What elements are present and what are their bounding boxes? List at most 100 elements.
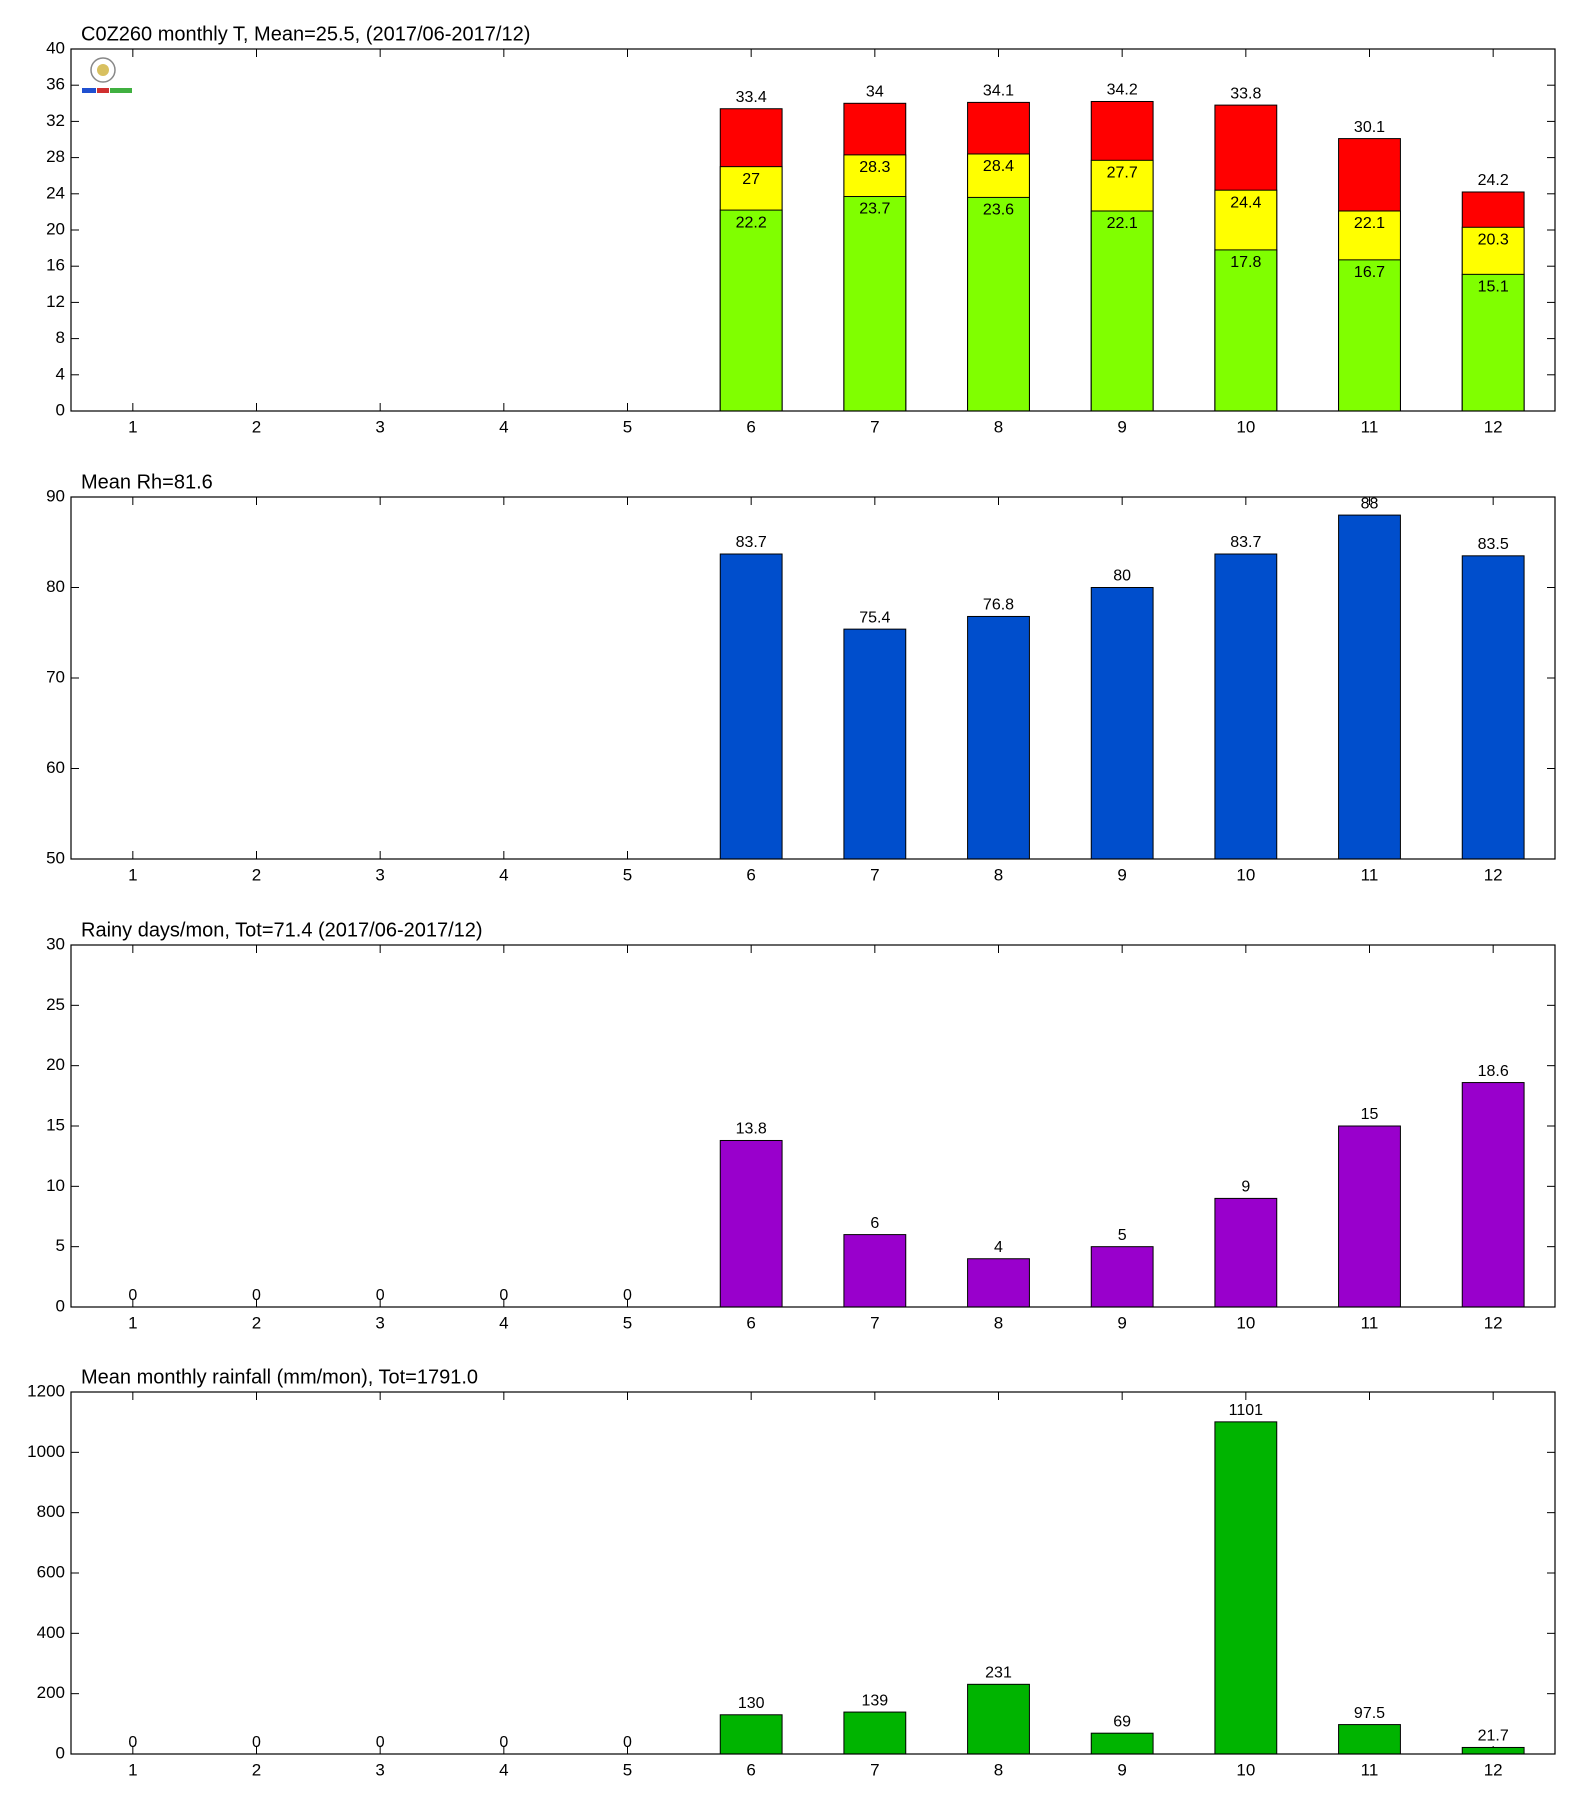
value-label: 231 [985, 1665, 1012, 1682]
x-tick-label: 12 [1484, 1313, 1503, 1332]
x-tick-label: 3 [375, 1313, 384, 1332]
value-label: 20.3 [1478, 232, 1509, 249]
value-label: 23.6 [983, 202, 1014, 219]
value-label: 139 [861, 1692, 888, 1709]
x-tick-label: 10 [1236, 417, 1255, 436]
y-tick-label: 0 [56, 1743, 65, 1762]
value-label: 83.5 [1478, 536, 1509, 553]
x-tick-label: 8 [994, 865, 1003, 884]
value-label: 9 [1241, 1179, 1250, 1196]
value-label: 27.7 [1107, 165, 1138, 182]
value-label: 88 [1361, 495, 1379, 512]
x-tick-label: 2 [252, 1313, 261, 1332]
x-tick-label: 1 [128, 417, 137, 436]
value-label: 17.8 [1230, 254, 1261, 271]
value-label: 28.4 [983, 158, 1014, 175]
y-tick-label: 90 [46, 486, 65, 505]
value-label: 0 [252, 1734, 261, 1751]
x-tick-label: 2 [252, 417, 261, 436]
bar [843, 1711, 907, 1755]
value-label: 33.8 [1230, 85, 1261, 102]
value-label: 0 [128, 1287, 137, 1304]
x-tick-label: 10 [1236, 1313, 1255, 1332]
bar [719, 553, 783, 860]
value-label: 69 [1113, 1713, 1131, 1730]
bar [843, 628, 907, 860]
value-label: 28.3 [859, 159, 890, 176]
y-tick-label: 20 [46, 219, 65, 238]
y-tick-label: 1200 [27, 1381, 65, 1400]
y-tick-label: 70 [46, 667, 65, 686]
bar [967, 1683, 1030, 1755]
value-label: 0 [499, 1734, 508, 1751]
x-tick-label: 3 [375, 417, 384, 436]
value-label: 130 [738, 1695, 765, 1712]
chart-title: Mean Rh=81.6 [81, 471, 213, 493]
plot-frame [70, 944, 1556, 1308]
value-label: 97.5 [1354, 1705, 1385, 1722]
y-tick-label: 16 [46, 256, 65, 275]
y-tick-label: 36 [46, 75, 65, 94]
bar [843, 1234, 907, 1308]
value-label: 33.4 [736, 89, 767, 106]
value-label: 16.7 [1354, 264, 1385, 281]
value-label: 34.2 [1107, 82, 1138, 99]
value-label: 18.6 [1478, 1063, 1509, 1080]
x-tick-label: 12 [1484, 865, 1503, 884]
bar [1090, 1732, 1154, 1755]
bar [1214, 1197, 1278, 1308]
x-tick-label: 1 [128, 1760, 137, 1779]
bar [719, 1714, 783, 1755]
y-tick-label: 1000 [27, 1442, 65, 1461]
bar [1461, 1082, 1525, 1308]
x-tick-label: 7 [870, 1760, 879, 1779]
bar [843, 196, 907, 412]
y-tick-label: 15 [46, 1115, 65, 1134]
bar [719, 1139, 783, 1308]
x-tick-label: 9 [1117, 1313, 1126, 1332]
x-tick-label: 1 [128, 865, 137, 884]
value-label: 83.7 [736, 534, 767, 551]
x-tick-label: 6 [746, 417, 755, 436]
bar [1214, 1421, 1278, 1755]
x-tick-label: 4 [499, 1760, 508, 1779]
x-tick-label: 7 [870, 417, 879, 436]
plot-frame [70, 496, 1556, 860]
bar [719, 209, 783, 412]
y-tick-label: 0 [56, 1296, 65, 1315]
value-label: 0 [128, 1734, 137, 1751]
x-tick-label: 2 [252, 1760, 261, 1779]
value-label: 0 [623, 1734, 632, 1751]
value-label: 80 [1113, 568, 1131, 585]
x-tick-label: 6 [746, 1760, 755, 1779]
x-tick-label: 11 [1361, 417, 1379, 436]
value-label: 0 [376, 1287, 385, 1304]
bar [1338, 514, 1401, 860]
y-tick-label: 24 [46, 183, 65, 202]
y-tick-label: 400 [37, 1623, 65, 1642]
x-tick-label: 5 [623, 1760, 632, 1779]
y-tick-label: 5 [56, 1236, 65, 1255]
x-tick-label: 5 [623, 1313, 632, 1332]
y-tick-label: 28 [46, 147, 65, 166]
y-tick-label: 50 [46, 848, 65, 867]
value-label: 23.7 [859, 201, 890, 218]
y-tick-label: 4 [56, 364, 65, 383]
bar [1090, 210, 1154, 412]
x-tick-label: 5 [623, 417, 632, 436]
x-tick-label: 11 [1361, 1760, 1379, 1779]
y-tick-label: 600 [37, 1562, 65, 1581]
bar [1214, 249, 1278, 412]
value-label: 27 [742, 171, 760, 188]
logo [82, 57, 132, 93]
value-label: 5 [1118, 1227, 1127, 1244]
x-tick-label: 4 [499, 865, 508, 884]
x-tick-label: 7 [870, 865, 879, 884]
y-tick-label: 0 [56, 400, 65, 419]
x-tick-label: 2 [252, 865, 261, 884]
bar [1338, 1724, 1401, 1755]
value-label: 34.1 [983, 83, 1014, 100]
bar [1214, 553, 1278, 860]
y-tick-label: 8 [56, 328, 65, 347]
